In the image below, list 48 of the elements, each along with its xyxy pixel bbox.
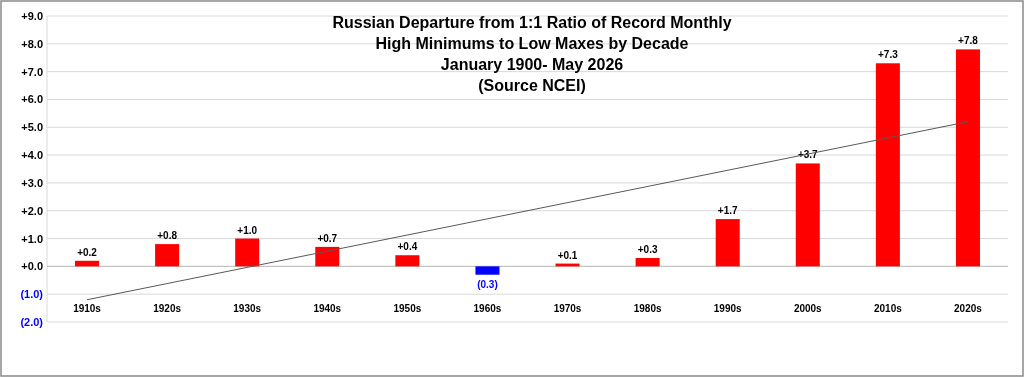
x-tick-label: 2020s: [954, 303, 983, 315]
bar: [715, 219, 740, 267]
x-tick-label: 1950s: [393, 303, 422, 315]
bar: [315, 246, 340, 267]
x-tick-label: 2010s: [873, 303, 903, 315]
data-label: (0.3): [477, 278, 498, 290]
y-tick-label: +5.0: [21, 121, 43, 134]
bar: [75, 260, 100, 267]
y-tick-label: +3.0: [21, 176, 43, 189]
x-tick-label: 1980s: [633, 303, 662, 315]
bar: [795, 163, 820, 267]
x-tick-label: 1910s: [73, 303, 102, 315]
y-tick-label: +1.0: [21, 232, 43, 245]
y-tick-label: +4.0: [21, 149, 43, 162]
data-label: +7.3: [878, 49, 899, 61]
y-tick-label: +0.0: [21, 260, 43, 273]
y-tick-label: +2.0: [21, 204, 43, 217]
bar: [475, 266, 500, 275]
text: Russian Departure from 1:1 Ratio of Record Monthly High Minimums to Low Maxes by Decade January 1900- May 2026 (Source NCEI): [332, 14, 732, 94]
y-tick-label: (2.0): [20, 316, 44, 328]
bar: [635, 258, 660, 267]
x-tick-label: 1920s: [153, 303, 182, 315]
data-label: +0.7: [317, 232, 338, 244]
y-tick-label: (1.0): [20, 288, 44, 301]
data-label: +0.8: [157, 230, 178, 242]
data-label: +0.3: [637, 244, 658, 256]
x-tick-label: 1930s: [233, 303, 262, 315]
bar: [395, 255, 420, 267]
bar: [955, 49, 980, 267]
bar: [235, 238, 260, 267]
data-label: +3.7: [797, 149, 819, 161]
y-tick-label: +6.0: [21, 93, 43, 106]
x-tick-label: 1960s: [473, 303, 502, 315]
data-label: +1.0: [237, 224, 258, 236]
data-label: +7.8: [958, 35, 979, 47]
x-tick-label: 2000s: [793, 303, 823, 315]
data-label: +0.4: [397, 241, 418, 253]
y-tick-label: +8.0: [21, 37, 43, 50]
y-tick-label: +7.0: [21, 65, 43, 78]
y-tick-label: +9.0: [21, 10, 43, 22]
data-label: +1.7: [717, 205, 739, 217]
data-label: +0.2: [77, 246, 98, 258]
data-label: +0.1: [557, 249, 578, 261]
x-tick-label: 1990s: [713, 303, 743, 315]
bar: [155, 244, 180, 267]
x-tick-label: 1940s: [313, 303, 342, 315]
bar: [875, 63, 900, 267]
x-tick-label: 1970s: [553, 303, 582, 315]
